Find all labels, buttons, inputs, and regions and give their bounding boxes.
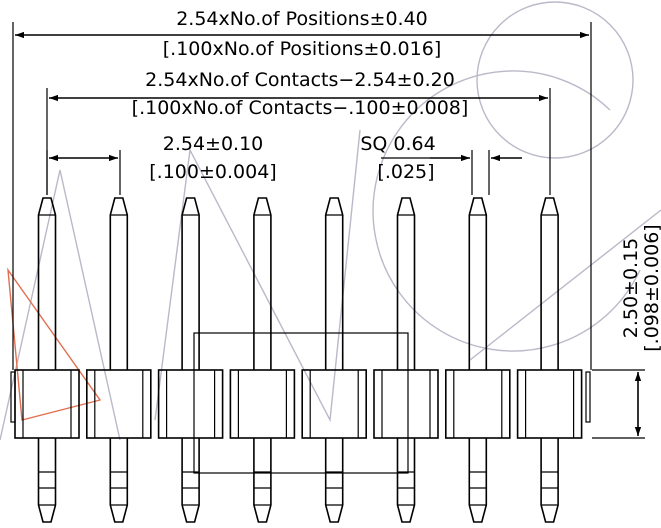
height-dimension: 2.50±0.15 [.098±0.006] [592,224,661,439]
watermark-logo [0,1,661,441]
pin-upper [324,197,344,370]
pin-lower [540,438,559,523]
contacts-dimension: 2.54xNo.of Contacts−2.54±0.20 [.100xNo.o… [46,69,551,195]
pin-size-metric: SQ 0.64 [360,133,435,155]
overall-dimension-imperial: [.100xNo.of Positions±0.016] [163,38,441,60]
pin-upper [540,197,559,370]
height-metric: 2.50±0.15 [620,238,642,339]
contacts-dimension-imperial: [.100xNo.of Contacts−.100±0.008] [132,97,469,119]
housing-end-cap-left [10,371,16,423]
housing-segment [301,369,368,439]
pitch-dimension-imperial: [.100±0.004] [149,161,276,183]
housing-outline [193,332,409,474]
pin-upper [109,197,129,370]
pin-upper [468,197,488,370]
pin-upper [396,197,416,370]
pitch-dimension-metric: 2.54±0.10 [163,133,264,155]
pin-lower [324,438,344,523]
pin-lower [37,438,57,523]
contacts-dimension-metric: 2.54xNo.of Contacts−2.54±0.20 [145,69,455,91]
housing-segment [157,369,224,439]
pin-upper [37,197,57,370]
housing-segment [373,369,439,439]
housing-segment [86,369,152,439]
pin-lower [109,438,129,523]
overall-dimension-metric: 2.54xNo.of Positions±0.40 [176,8,428,30]
pin-lower [253,438,272,523]
pin-size-dimension: SQ 0.64 [.025] [360,133,522,195]
pin-upper [253,197,272,370]
pitch-dimension: 2.54±0.10 [.100±0.004] [46,133,277,195]
housing-segment [444,369,511,439]
overall-dimension: 2.54xNo.of Positions±0.40 [.100xNo.of Po… [12,8,592,370]
pin-lower [396,438,416,523]
pin-lower [468,438,488,523]
housing-segment [229,369,296,439]
housing-segment [14,369,80,439]
height-imperial: [.098±0.006] [641,224,661,351]
pin-lower [181,438,200,523]
pin-upper [181,197,200,370]
housing-segment [516,369,583,439]
pin-row [10,197,591,523]
pin-size-imperial: [.025] [377,161,434,183]
housing-end-cap-right [585,371,591,423]
